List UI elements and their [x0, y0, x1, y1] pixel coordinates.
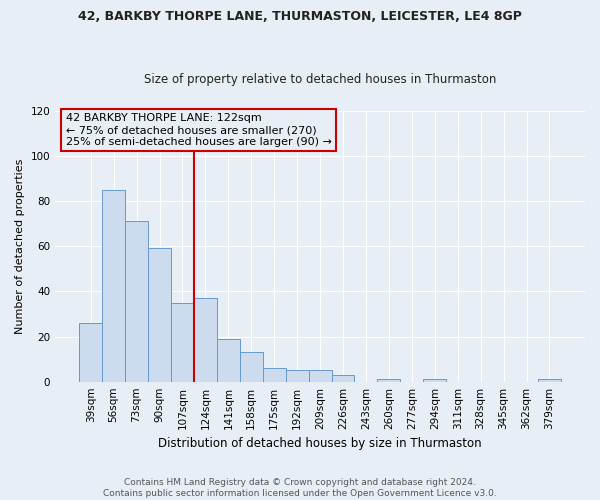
X-axis label: Distribution of detached houses by size in Thurmaston: Distribution of detached houses by size …	[158, 437, 482, 450]
Bar	[308, 370, 332, 382]
Bar	[423, 380, 446, 382]
Bar	[194, 298, 217, 382]
Bar	[332, 375, 355, 382]
Bar	[377, 380, 400, 382]
Bar	[171, 302, 194, 382]
Bar	[125, 222, 148, 382]
Bar	[102, 190, 125, 382]
Bar	[263, 368, 286, 382]
Text: 42 BARKBY THORPE LANE: 122sqm
← 75% of detached houses are smaller (270)
25% of : 42 BARKBY THORPE LANE: 122sqm ← 75% of d…	[66, 114, 332, 146]
Text: 42, BARKBY THORPE LANE, THURMASTON, LEICESTER, LE4 8GP: 42, BARKBY THORPE LANE, THURMASTON, LEIC…	[78, 10, 522, 23]
Title: Size of property relative to detached houses in Thurmaston: Size of property relative to detached ho…	[144, 73, 496, 86]
Bar	[217, 339, 240, 382]
Bar	[240, 352, 263, 382]
Bar	[538, 380, 561, 382]
Text: Contains HM Land Registry data © Crown copyright and database right 2024.
Contai: Contains HM Land Registry data © Crown c…	[103, 478, 497, 498]
Y-axis label: Number of detached properties: Number of detached properties	[15, 158, 25, 334]
Bar	[79, 323, 102, 382]
Bar	[148, 248, 171, 382]
Bar	[286, 370, 308, 382]
